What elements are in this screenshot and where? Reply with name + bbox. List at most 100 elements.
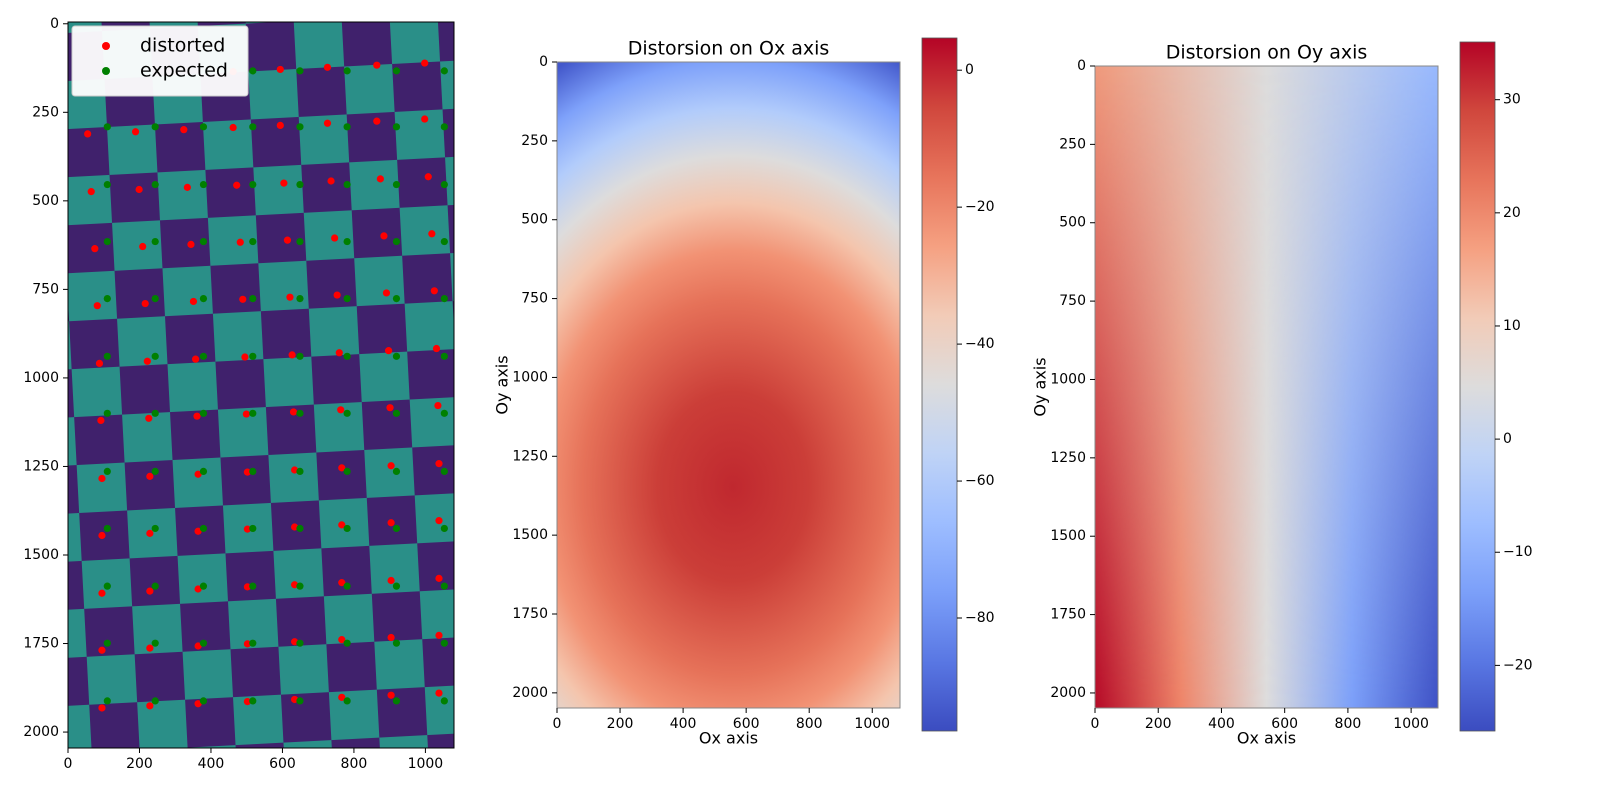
axes-frame: [556, 61, 901, 709]
scatter-point: [338, 579, 346, 587]
scatter-point: [98, 646, 106, 654]
scatter-point: [139, 242, 147, 251]
colorbar-tick-label: 0: [965, 62, 974, 78]
scatter-point: [392, 467, 401, 476]
y-tick-label: 0: [539, 54, 548, 70]
colorbar-tick-label: 30: [1503, 92, 1521, 108]
scatter-point: [249, 294, 257, 303]
scatter-point: [343, 123, 351, 131]
scatter-point: [386, 404, 394, 412]
scatter-point: [103, 409, 111, 417]
scatter-point: [421, 59, 429, 67]
colorbar-tick-label: 0: [1503, 431, 1512, 447]
x-tick-label: 0: [1091, 716, 1100, 732]
scatter-point: [199, 582, 208, 590]
scatter-point: [229, 123, 237, 132]
scatter-point: [323, 119, 332, 127]
scatter-point: [249, 352, 257, 360]
scatter-point: [435, 689, 443, 697]
scatter-point: [103, 467, 111, 476]
y-tick-label: 1500: [512, 527, 548, 543]
scatter-point: [440, 639, 448, 647]
scatter-point: [151, 294, 159, 303]
scatter-point: [435, 517, 443, 525]
scatter-point: [241, 353, 249, 361]
scatter-point: [236, 238, 244, 246]
scatter-point: [249, 409, 257, 417]
scatter-point: [199, 467, 208, 476]
legend-marker: [102, 42, 110, 50]
scatter-point: [189, 297, 198, 306]
scatter-point: [103, 639, 111, 647]
y-tick-label: 500: [521, 212, 548, 228]
y-tick-label: 0: [50, 16, 59, 32]
y-axis-label: Oy axis: [1031, 357, 1050, 416]
scatter-point: [151, 123, 159, 131]
x-tick-label: 600: [733, 716, 760, 732]
legend-label: distorted: [140, 35, 225, 57]
colorbar-tick-label: −20: [965, 199, 995, 215]
scatter-point: [151, 697, 159, 705]
scatter-point: [91, 245, 99, 253]
scatter-point: [103, 123, 111, 131]
x-tick-label: 1000: [854, 716, 890, 732]
scatter-point: [392, 237, 401, 246]
scatter-point: [296, 123, 304, 131]
scatter-point: [296, 237, 304, 246]
scatter-point: [421, 115, 429, 123]
colorbar: [1459, 41, 1496, 732]
colorbar: [921, 37, 958, 732]
y-tick-label: 750: [521, 291, 548, 307]
scatter-point: [440, 582, 448, 590]
scatter-point: [323, 63, 332, 71]
scatter-point: [296, 697, 304, 705]
scatter-point: [382, 289, 391, 297]
scatter-point: [146, 587, 154, 595]
y-tick-label: 0: [1077, 58, 1086, 74]
legend-label: expected: [140, 60, 228, 82]
scatter-point: [440, 123, 448, 131]
y-tick-label: 1000: [512, 369, 548, 385]
scatter-point: [296, 180, 304, 189]
scatter-point: [338, 464, 346, 472]
x-tick-label: 200: [126, 756, 153, 772]
scatter-point: [392, 123, 401, 131]
scatter-point: [338, 636, 346, 644]
scatter-point: [194, 700, 202, 708]
scatter-point: [392, 67, 401, 75]
scatter-point: [146, 472, 154, 480]
scatter-point: [343, 237, 351, 246]
scatter-point: [233, 181, 241, 189]
colorbar-tick-label: −20: [1503, 657, 1533, 673]
scatter-point: [440, 409, 448, 417]
scatter-point: [337, 406, 345, 414]
scatter-point: [384, 347, 393, 355]
scatter-point: [343, 524, 351, 533]
y-tick-label: 500: [1059, 215, 1086, 231]
colorbar-tick-label: −60: [965, 473, 995, 489]
y-tick-label: 1000: [1050, 371, 1086, 387]
scatter-point: [288, 351, 296, 359]
scatter-point: [103, 237, 111, 246]
y-tick-label: 1750: [23, 636, 59, 652]
heatmap-image: [1095, 66, 1438, 708]
scatter-point: [146, 529, 154, 537]
scatter-point: [93, 302, 101, 310]
scatter-point: [143, 357, 151, 365]
scatter-point: [283, 236, 292, 244]
scatter-point: [87, 188, 95, 196]
scatter-point: [296, 582, 304, 590]
chart-title: Distorsion on Oy axis: [1166, 42, 1368, 64]
scatter-point: [286, 293, 294, 301]
scatter-point: [249, 180, 257, 189]
scatter-point: [249, 697, 257, 705]
scatter-point: [243, 698, 252, 706]
scatter-point: [103, 352, 111, 360]
scatter-point: [343, 639, 351, 647]
x-tick-label: 600: [1271, 716, 1298, 732]
scatter-point: [296, 409, 304, 417]
scatter-point: [191, 355, 200, 363]
scatter-point: [151, 409, 159, 417]
scatter-point: [392, 639, 401, 647]
